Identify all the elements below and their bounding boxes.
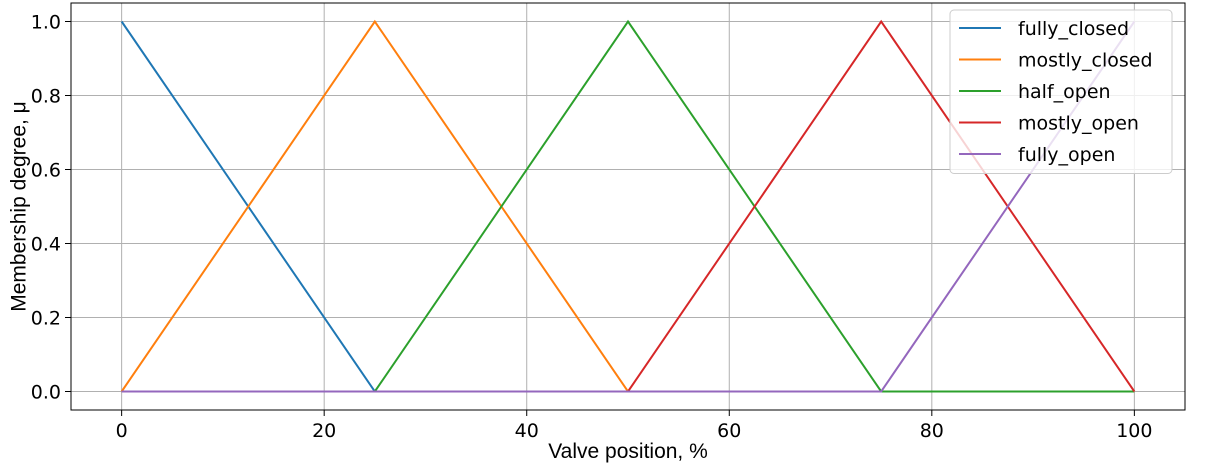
y-tick-label: 0.2 (31, 308, 61, 330)
plot-frame (70, 2, 1186, 411)
axis-ticks: 0 20 40 60 80 100 0.0 0.2 0.4 0.6 0.8 1.0 (31, 12, 1153, 443)
legend-box (949, 9, 1173, 174)
x-tick-label: 60 (717, 420, 741, 442)
y-tick-label: 0.6 (31, 160, 61, 182)
series-lines (120, 19, 1136, 393)
y-tick-label: 0.4 (31, 234, 61, 256)
legend-label: mostly_closed (1018, 50, 1153, 72)
y-axis-label: Membership degree, μ (7, 101, 30, 312)
x-tick-label: 100 (1116, 420, 1152, 442)
legend-label: half_open (1018, 81, 1111, 103)
x-tick-label: 40 (515, 420, 539, 442)
legend-label: mostly_open (1018, 113, 1139, 135)
x-axis-label: Valve position, % (548, 440, 708, 463)
legend: fully_closed mostly_closed half_openmostly… (949, 9, 1173, 174)
x-tick-label: 80 (920, 420, 944, 442)
legend-label: fully_open (1018, 144, 1115, 166)
legend-label: fully_closed (1018, 18, 1129, 40)
y-tick-label: 1.0 (31, 12, 61, 34)
x-tick-label: 20 (312, 420, 336, 442)
x-tick-label: 0 (116, 420, 128, 442)
y-tick-label: 0.0 (31, 382, 61, 404)
y-tick-label: 0.8 (31, 86, 61, 108)
